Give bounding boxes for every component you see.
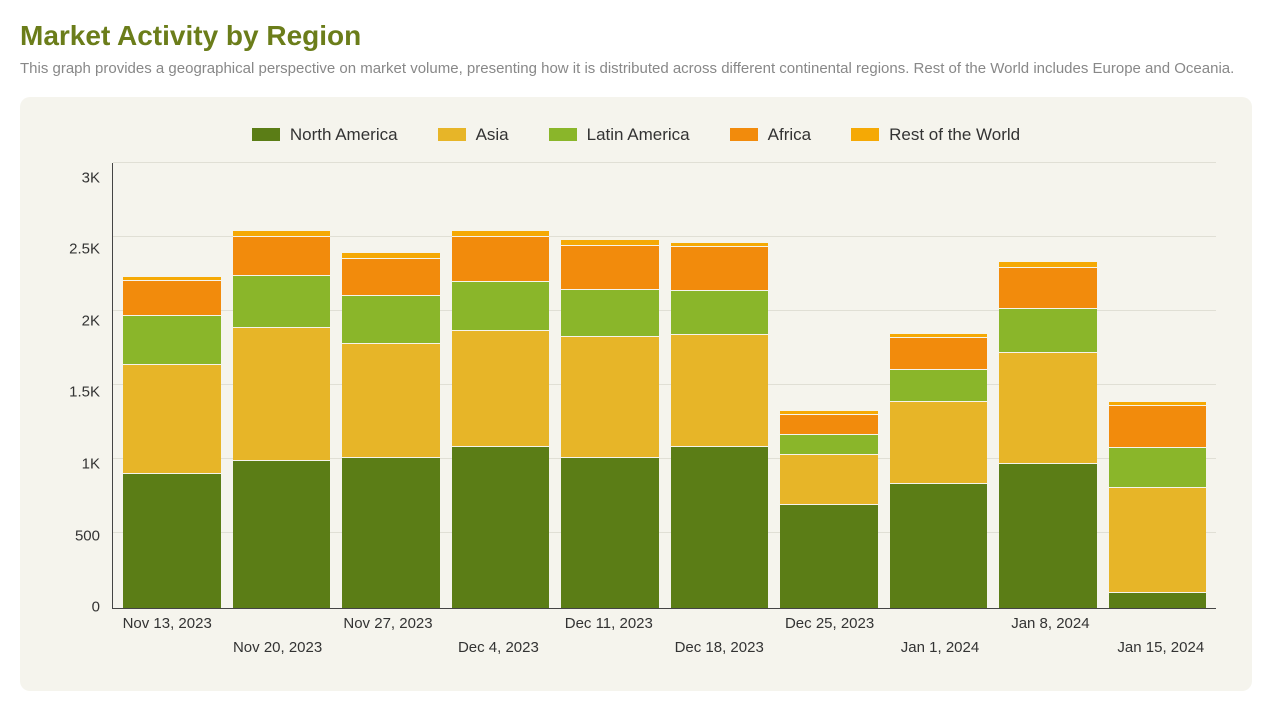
bar-segment-latin_america[interactable] [452,281,550,329]
yaxis-tick-label: 2.5K [69,242,100,257]
bar-segment-africa[interactable] [233,236,331,276]
bar-segment-latin_america[interactable] [671,290,769,334]
bar-segment-north_america[interactable] [342,457,440,608]
xaxis-tick-label: Dec 18, 2023 [675,639,764,656]
bar[interactable] [671,242,769,607]
chart-xaxis: Nov 13, 2023 Nov 20, 2023 Nov 27, 2023 Dec … [112,615,1216,667]
bar-segment-africa[interactable] [561,245,659,289]
bar-segment-latin_america[interactable] [561,289,659,336]
bar-segment-north_america[interactable] [780,504,878,607]
legend-item-rest_world[interactable]: Rest of the World [851,125,1020,145]
bar[interactable] [999,261,1097,607]
bar-segment-north_america[interactable] [1109,592,1207,608]
legend-label: Africa [768,125,811,145]
bar-segment-africa[interactable] [452,236,550,282]
bar-segment-africa[interactable] [890,337,988,369]
xaxis-tick-label: Jan 8, 2024 [1011,615,1089,632]
yaxis-tick-label: 500 [75,528,100,543]
legend-swatch-icon [549,128,577,141]
legend-label: North America [290,125,398,145]
legend-swatch-icon [252,128,280,141]
bar-segment-asia[interactable] [561,336,659,457]
bar-segment-latin_america[interactable] [342,295,440,343]
bar[interactable] [780,410,878,608]
bar-segment-latin_america[interactable] [780,434,878,454]
legend-swatch-icon [851,128,879,141]
bar[interactable] [123,276,221,607]
bar-segment-asia[interactable] [233,327,331,460]
bar-segment-north_america[interactable] [999,463,1097,608]
bar-segment-north_america[interactable] [123,473,221,608]
bar-segment-africa[interactable] [1109,405,1207,448]
xaxis-tick-label: Nov 27, 2023 [343,615,432,632]
bar[interactable] [233,230,331,607]
legend-swatch-icon [438,128,466,141]
bar-segment-north_america[interactable] [561,457,659,608]
legend-swatch-icon [730,128,758,141]
legend-label: Rest of the World [889,125,1020,145]
bar[interactable] [342,252,440,607]
bar-segment-africa[interactable] [123,280,221,315]
legend-label: Latin America [587,125,690,145]
bar[interactable] [561,239,659,607]
bar-segment-latin_america[interactable] [1109,447,1207,487]
xaxis-tick-label: Dec 4, 2023 [458,639,539,656]
bar-segment-asia[interactable] [1109,487,1207,592]
chart-subtitle: This graph provides a geographical persp… [20,58,1250,81]
chart-bars [113,163,1216,608]
chart-plot-area [112,163,1216,609]
bar-segment-asia[interactable] [452,330,550,447]
bar-segment-africa[interactable] [342,258,440,295]
bar-segment-asia[interactable] [123,364,221,473]
xaxis-tick-label: Jan 15, 2024 [1117,639,1204,656]
chart-title: Market Activity by Region [20,20,1252,52]
xaxis-tick-label: Dec 25, 2023 [785,615,874,632]
legend-label: Asia [476,125,509,145]
legend-item-north_america[interactable]: North America [252,125,398,145]
bar-segment-asia[interactable] [890,401,988,484]
xaxis-tick-label: Nov 20, 2023 [233,639,322,656]
chart-yaxis: 3K2.5K2K1.5K1K5000 [56,163,112,608]
chart-panel: North America Asia Latin America Africa Rest… [20,97,1252,691]
xaxis-tick-label: Jan 1, 2024 [901,639,979,656]
legend-item-asia[interactable]: Asia [438,125,509,145]
yaxis-tick-label: 1K [82,457,100,472]
bar-segment-north_america[interactable] [890,483,988,607]
legend-item-africa[interactable]: Africa [730,125,811,145]
bar-segment-africa[interactable] [780,414,878,434]
xaxis-tick-label: Nov 13, 2023 [123,615,212,632]
bar[interactable] [1109,401,1207,608]
bar-segment-north_america[interactable] [452,446,550,607]
bar-segment-africa[interactable] [671,246,769,290]
yaxis-tick-label: 1.5K [69,385,100,400]
bar-segment-north_america[interactable] [233,460,331,608]
yaxis-tick-label: 3K [82,170,100,185]
bar-segment-latin_america[interactable] [123,315,221,363]
bar[interactable] [890,333,988,608]
bar-segment-asia[interactable] [342,343,440,457]
bar[interactable] [452,230,550,607]
yaxis-tick-label: 0 [92,600,100,615]
bar-segment-latin_america[interactable] [999,308,1097,352]
bar-segment-latin_america[interactable] [233,275,331,326]
bar-segment-asia[interactable] [999,352,1097,463]
xaxis-tick-label: Dec 11, 2023 [565,615,653,632]
chart-legend: North America Asia Latin America Africa Rest… [56,125,1216,145]
bar-segment-asia[interactable] [780,454,878,504]
bar-segment-asia[interactable] [671,334,769,446]
legend-item-latin_america[interactable]: Latin America [549,125,690,145]
bar-segment-africa[interactable] [999,267,1097,308]
bar-segment-latin_america[interactable] [890,369,988,401]
yaxis-tick-label: 2K [82,313,100,328]
bar-segment-north_america[interactable] [671,446,769,607]
